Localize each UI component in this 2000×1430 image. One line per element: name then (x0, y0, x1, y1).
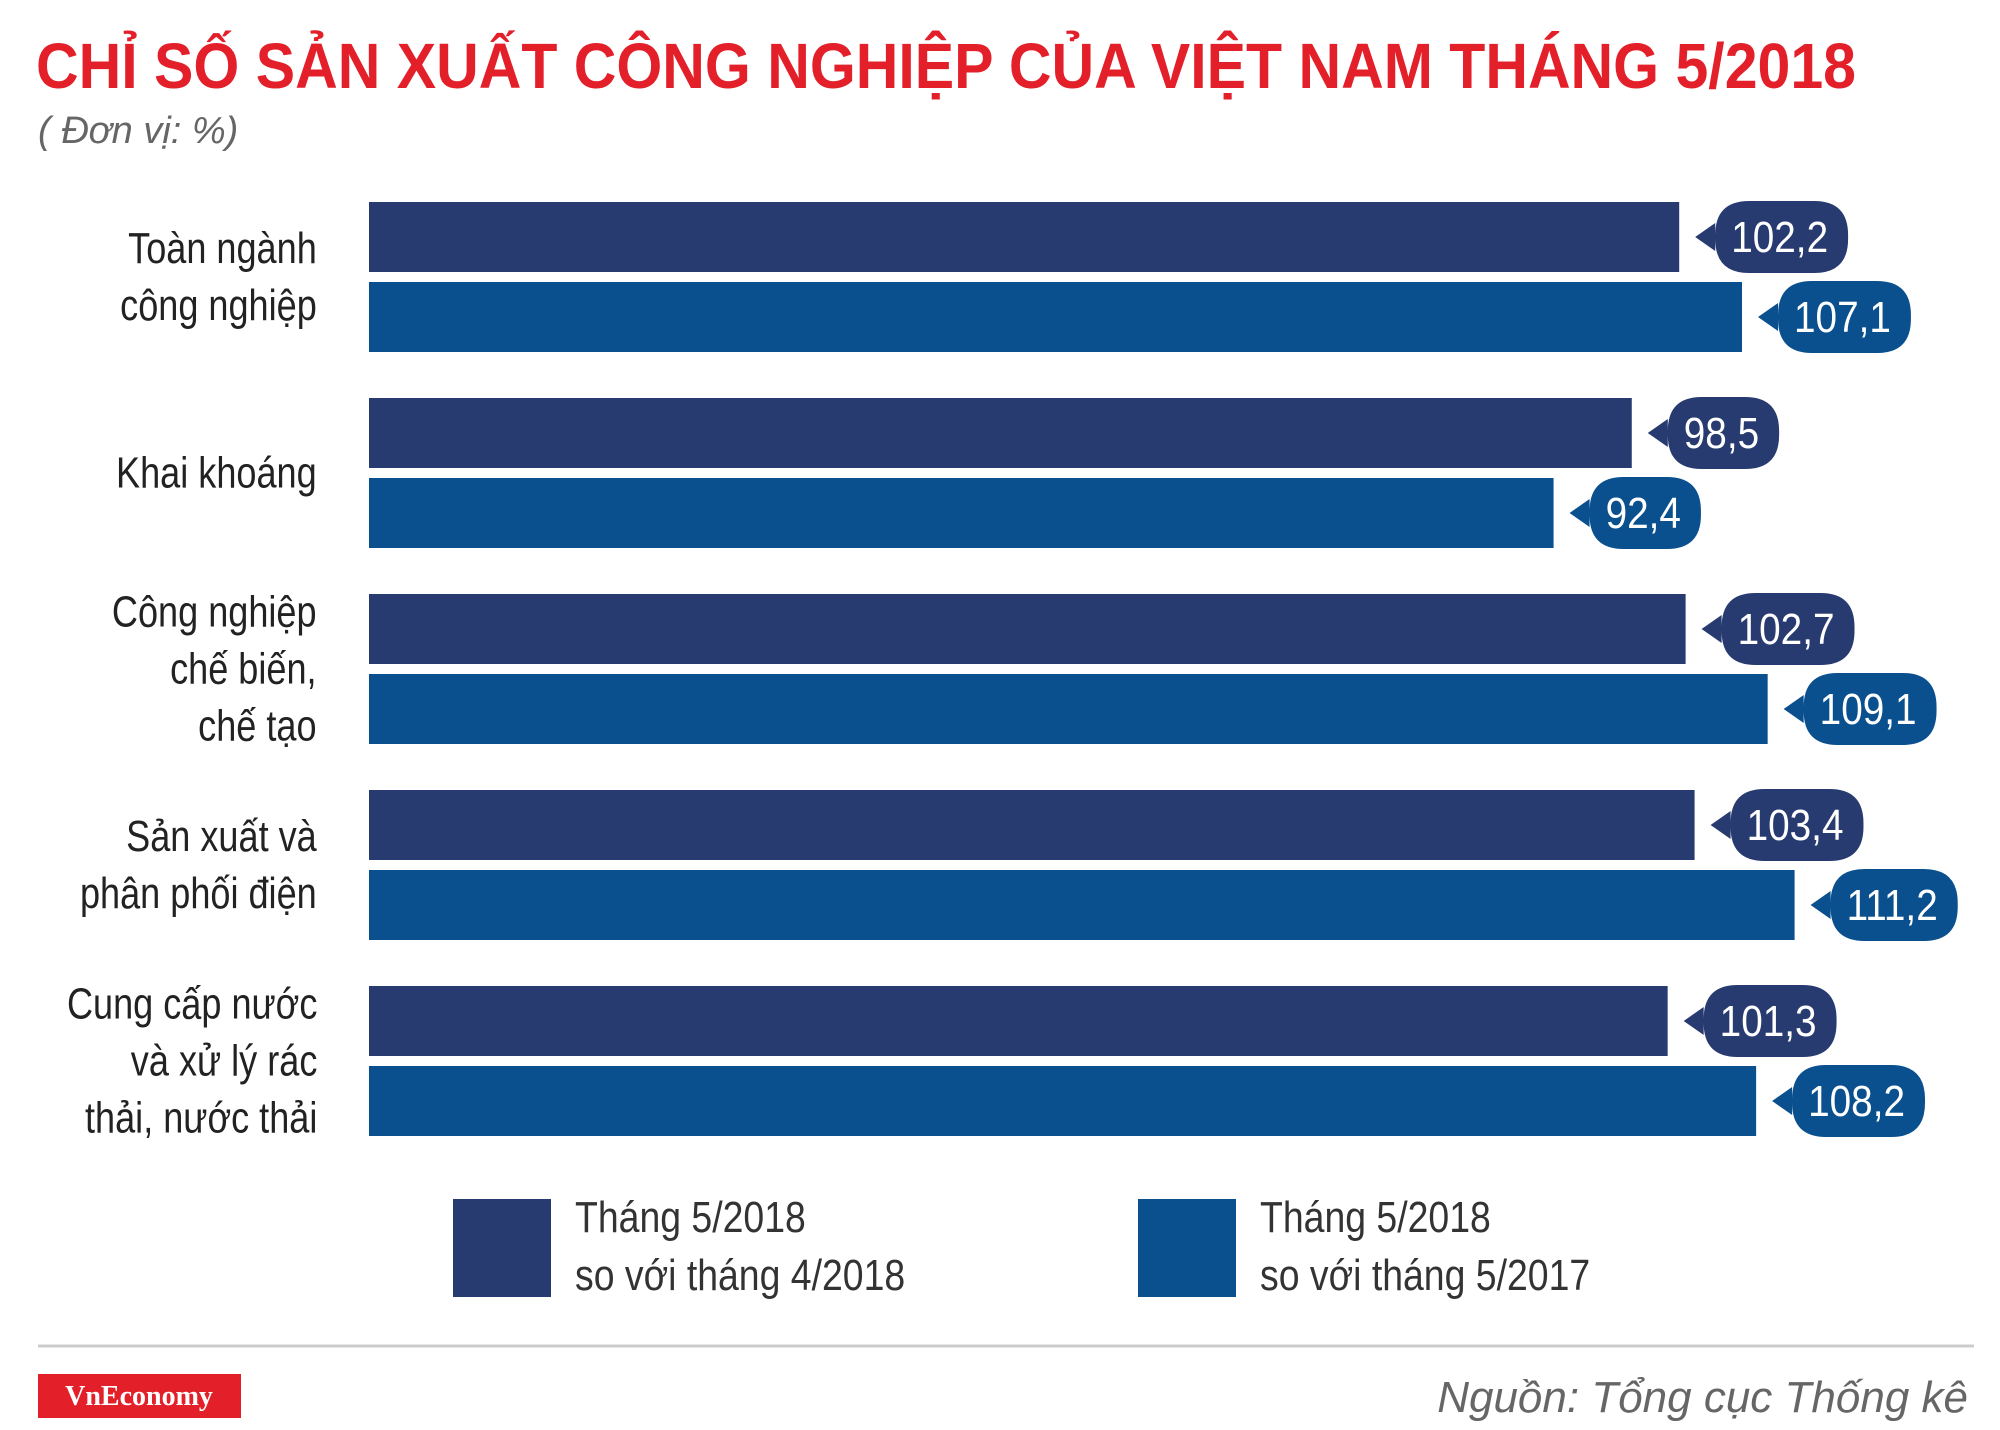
category-label: Toàn ngành công nghiệp (120, 224, 317, 330)
chart-title: CHỈ SỐ SẢN XUẤT CÔNG NGHIỆP CỦA VIỆT NAM… (36, 29, 1856, 102)
value-bubble (1683, 985, 1837, 1057)
legend-label: Tháng 5/2018 so với tháng 4/2018 (575, 1193, 906, 1300)
value-label: 111,2 (1847, 881, 1938, 930)
category-label: Cung cấp nước và xử lý rác thải, nước th… (66, 979, 317, 1143)
value-label: 102,7 (1738, 605, 1835, 654)
bar (369, 478, 1554, 548)
bar (369, 398, 1632, 468)
chart-subtitle: ( Đơn vị: %) (38, 110, 238, 152)
value-bubble (1701, 593, 1855, 665)
value-label: 108,2 (1808, 1077, 1905, 1126)
value-label: 103,4 (1747, 801, 1844, 850)
value-bubble (1647, 397, 1780, 469)
legend-label: Tháng 5/2018 so với tháng 5/2017 (1260, 1193, 1591, 1300)
value-bubble (1569, 477, 1701, 549)
bar (369, 986, 1668, 1056)
value-bubble (1758, 281, 1911, 353)
logo-box (38, 1374, 241, 1418)
bar (369, 674, 1768, 744)
value-label: 92,4 (1606, 489, 1681, 538)
value-label: 102,2 (1731, 213, 1828, 262)
value-bubble (1772, 1065, 1926, 1137)
bar (369, 790, 1695, 860)
value-bubble (1783, 673, 1937, 745)
legend-swatch (453, 1199, 551, 1297)
category-label: Công nghiệp chế biến, chế tạo (112, 587, 317, 751)
category-label: Sản xuất và phân phối điện (80, 812, 317, 918)
source: Nguồn: Tổng cục Thống kê (1437, 1373, 1968, 1422)
value-bubble (1810, 869, 1958, 941)
bar (369, 594, 1686, 664)
value-label: 98,5 (1684, 409, 1759, 458)
bar (369, 870, 1795, 940)
logo: VnEconomy (65, 1381, 213, 1412)
value-label: 107,1 (1794, 293, 1891, 342)
bar (369, 202, 1680, 272)
value-bubble (1710, 789, 1864, 861)
category-label: Khai khoáng (116, 448, 317, 498)
value-bubble (1695, 201, 1849, 273)
value-label: 101,3 (1720, 997, 1817, 1046)
value-label: 109,1 (1820, 685, 1917, 734)
bar (369, 1066, 1757, 1136)
legend-swatch (1138, 1199, 1236, 1297)
bar (369, 282, 1743, 352)
